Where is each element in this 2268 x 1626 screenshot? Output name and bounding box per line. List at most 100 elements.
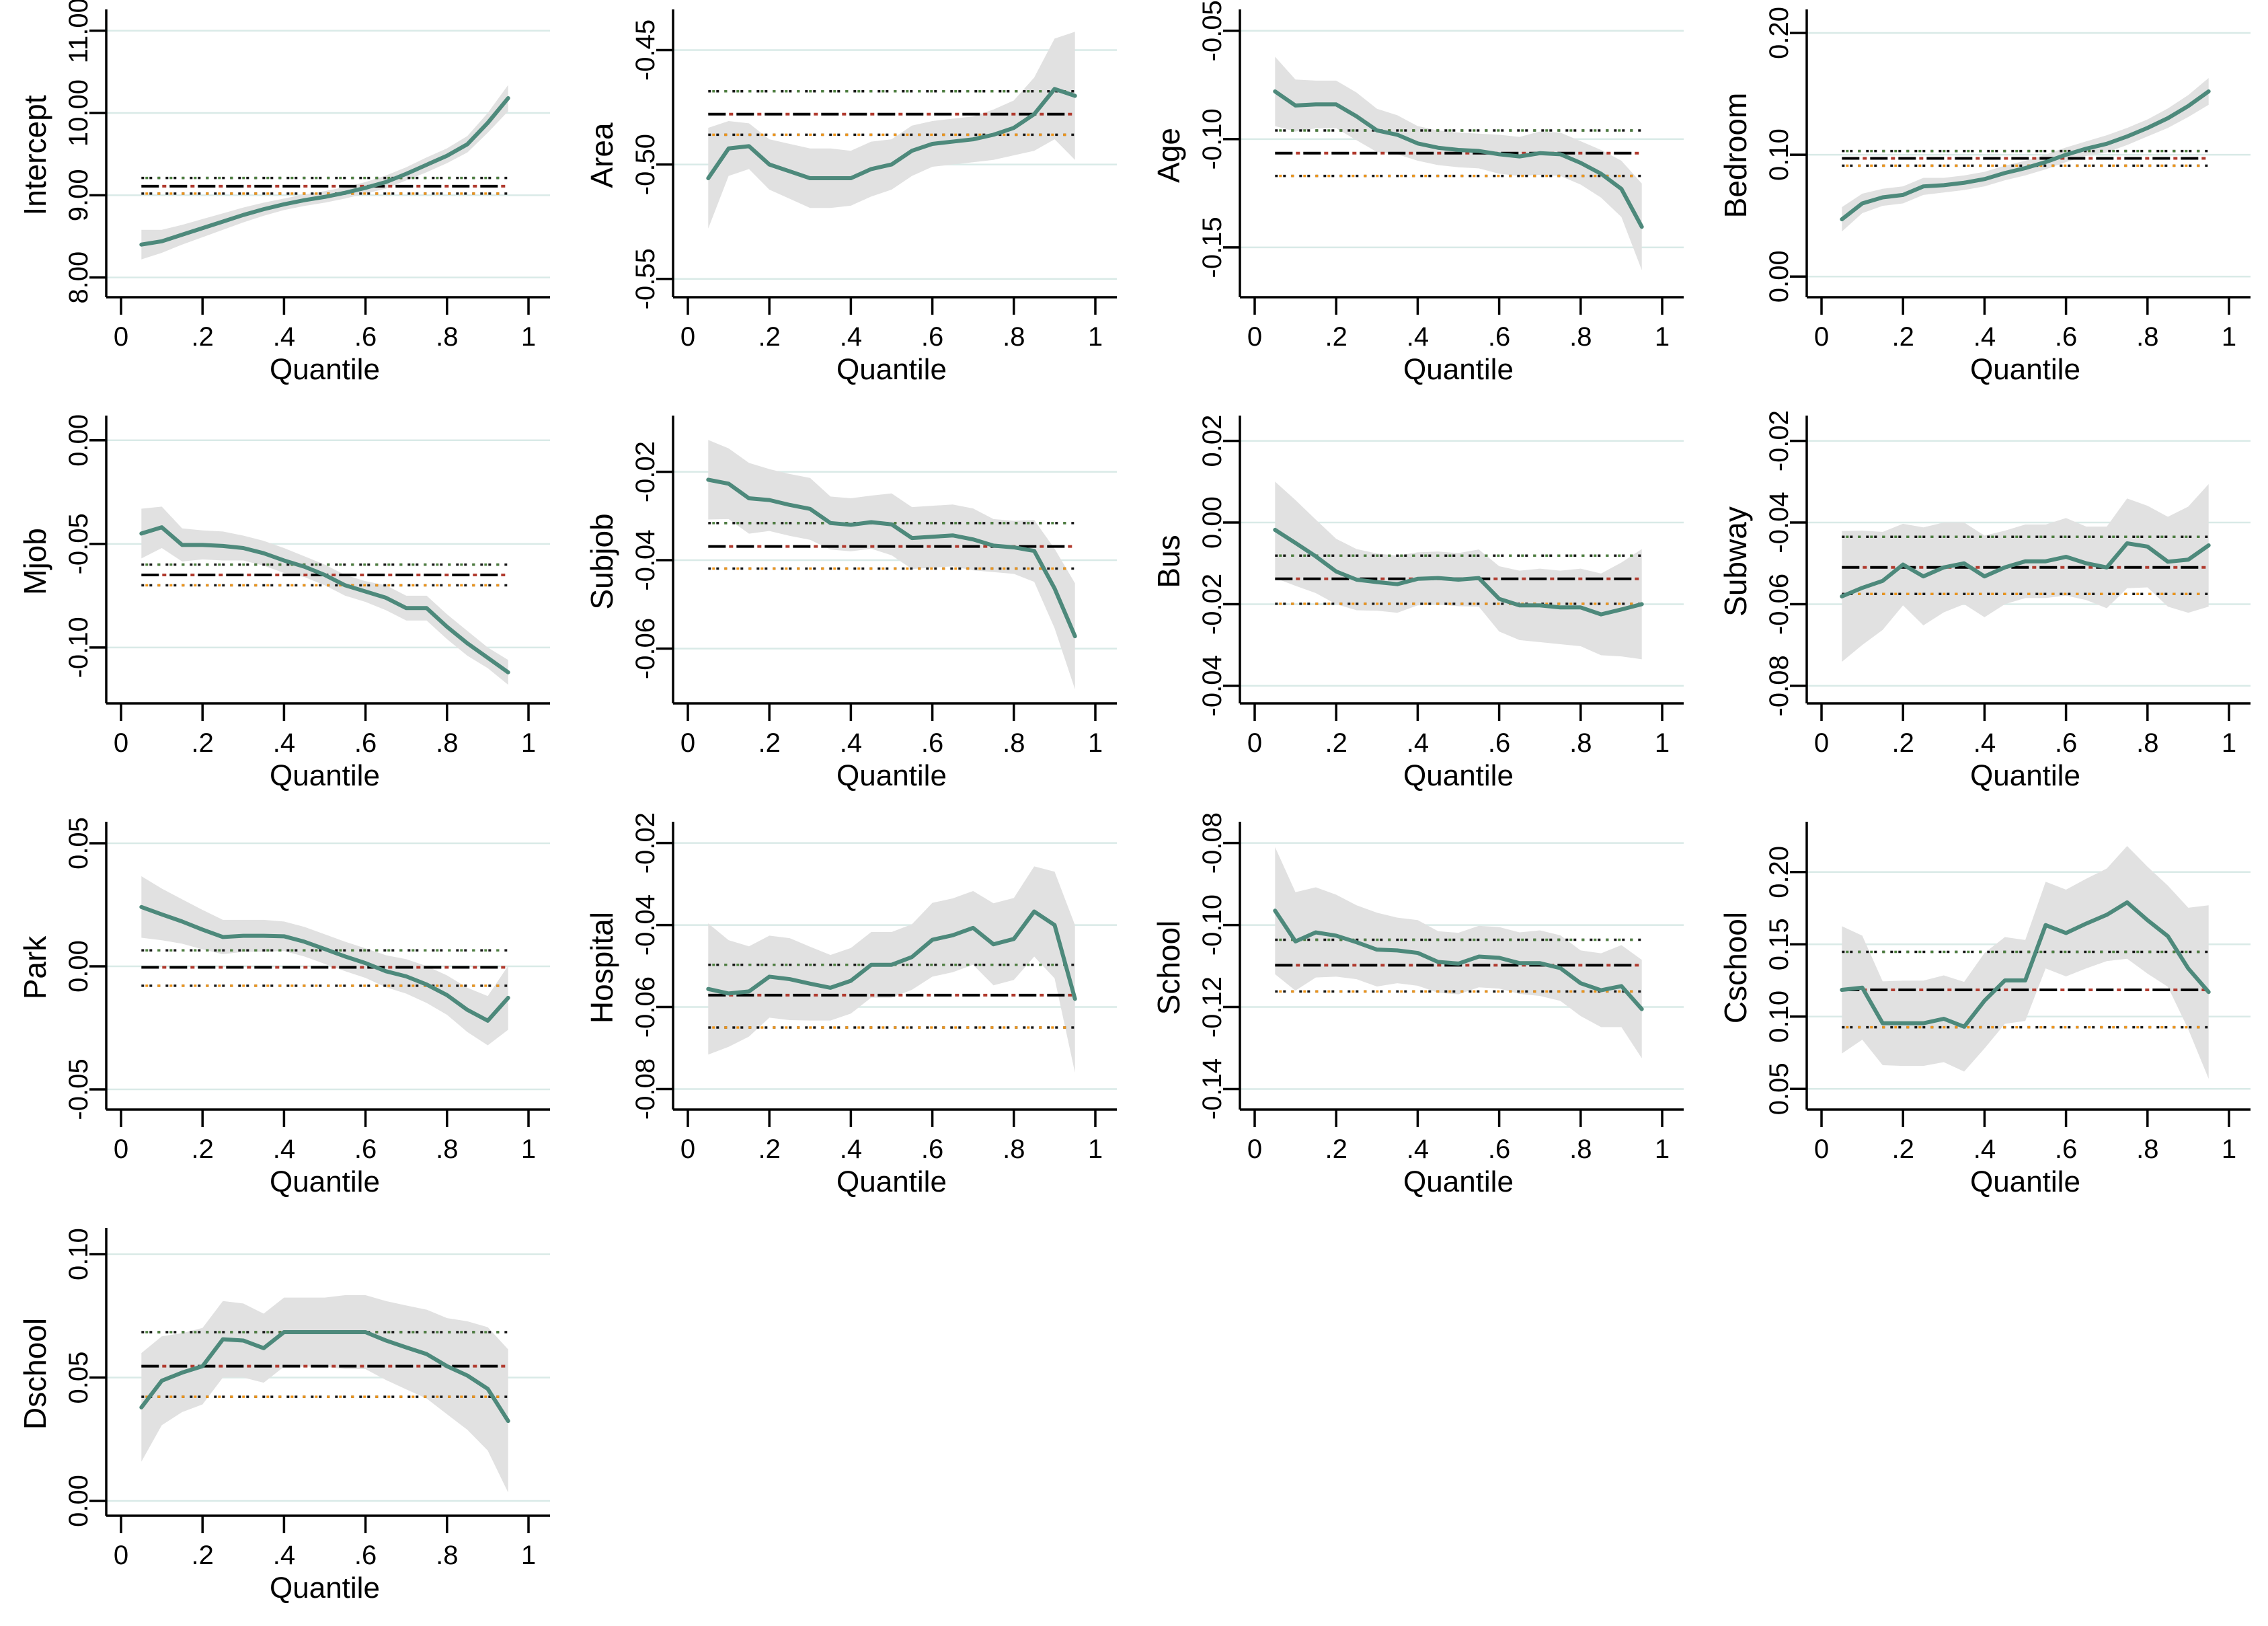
- y-tick-label: 0.20: [1764, 7, 1794, 59]
- x-tick-label: .8: [436, 322, 458, 352]
- y-tick-label: -0.02: [631, 441, 660, 502]
- x-tick-label: .4: [273, 322, 295, 352]
- x-tick-label: .8: [436, 1541, 458, 1570]
- x-tick-label: .2: [758, 728, 781, 758]
- x-axis-title: Quantile: [270, 1572, 380, 1604]
- x-tick-label: .8: [1003, 728, 1025, 758]
- x-tick-label: 1: [1655, 1134, 1670, 1164]
- x-tick-label: .8: [1569, 728, 1592, 758]
- x-axis-title: Quantile: [1970, 353, 2080, 386]
- y-axis-title: Subway: [1718, 506, 1753, 617]
- x-tick-label: .8: [436, 728, 458, 758]
- x-tick-label: .6: [354, 322, 377, 352]
- confidence-band: [141, 85, 508, 260]
- y-tick-label: 0.10: [1764, 128, 1794, 181]
- panel-dschool: 0.10 0.05 0.00 0 .2 .4 .6 .8 1 Dschool Quantile: [17, 1228, 550, 1604]
- x-tick-label: .8: [1003, 1134, 1025, 1164]
- x-tick-label: 0: [680, 1134, 695, 1164]
- confidence-band: [1842, 483, 2209, 662]
- y-axis-title: School: [1151, 921, 1186, 1015]
- y-tick-label: 9.00: [64, 169, 93, 221]
- x-tick-label: 0: [114, 1134, 128, 1164]
- y-tick-label: 0.05: [64, 1352, 93, 1404]
- x-tick-label: .6: [2055, 1134, 2077, 1164]
- confidence-band: [1275, 847, 1642, 1058]
- y-tick-label: 10.00: [64, 79, 93, 147]
- y-tick-label: -0.10: [64, 617, 93, 678]
- coefficient-line: [706, 477, 1077, 639]
- x-tick-label: .6: [921, 1134, 943, 1164]
- y-tick-label: -0.05: [1198, 0, 1227, 61]
- x-axis-title: Quantile: [1403, 1165, 1514, 1198]
- x-tick-label: .8: [2136, 1134, 2158, 1164]
- x-tick-label: 1: [1088, 1134, 1103, 1164]
- coefficient-line: [706, 87, 1077, 181]
- panel-cell-school: -0.08 -0.10 -0.12 -0.14 0 .2 .4 .6 .8 1 School Quan…: [1134, 812, 1700, 1218]
- y-tick-label: 0.00: [64, 1475, 93, 1527]
- x-tick-label: .4: [840, 728, 862, 758]
- panel-cell-cschool: 0.20 0.15 0.10 0.05 0 .2 .4 .6 .8 1 Cschool Quantil…: [1700, 812, 2267, 1218]
- x-tick-label: .8: [1003, 322, 1025, 352]
- y-tick-label: -0.05: [64, 1058, 93, 1120]
- x-tick-label: .4: [1407, 1134, 1429, 1164]
- panel-cell-bus: 0.02 0.00 -0.02 -0.04 0 .2 .4 .6 .8 1 Bus Quantile: [1134, 406, 1700, 812]
- y-tick-label: -0.45: [631, 20, 660, 81]
- panel-cschool: 0.20 0.15 0.10 0.05 0 .2 .4 .6 .8 1 Cschool Quantil…: [1718, 822, 2251, 1198]
- x-tick-label: 1: [2222, 728, 2236, 758]
- panel-cell-subjob: -0.02 -0.04 -0.06 0 .2 .4 .6 .8 1 Subjob Quantile: [567, 406, 1134, 812]
- panel-park: 0.05 0.00 -0.05 0 .2 .4 .6 .8 1 Park Quantile: [17, 817, 550, 1198]
- x-tick-label: .6: [921, 728, 943, 758]
- y-tick-label: -0.06: [631, 976, 660, 1038]
- x-tick-label: 1: [1088, 728, 1103, 758]
- y-tick-label: -0.08: [1764, 655, 1794, 716]
- y-tick-label: 0.00: [1764, 250, 1794, 303]
- y-axis-title: Hospital: [584, 912, 619, 1023]
- panel-subjob: -0.02 -0.04 -0.06 0 .2 .4 .6 .8 1 Subjob Quantile: [584, 416, 1117, 792]
- x-tick-label: 0: [114, 728, 128, 758]
- x-tick-label: .2: [758, 1134, 781, 1164]
- x-tick-label: .8: [1569, 322, 1592, 352]
- y-tick-label: 0.02: [1198, 415, 1227, 467]
- y-tick-label: 0.00: [1198, 496, 1227, 549]
- panel-area: -0.45 -0.50 -0.55 0 .2 .4 .6 .8 1 Area Quantile: [584, 9, 1117, 386]
- x-tick-label: 1: [1655, 728, 1670, 758]
- panel-cell-hospital: -0.02 -0.04 -0.06 -0.08 0 .2 .4 .6 .8 1 Hospital Qu…: [567, 812, 1134, 1218]
- confidence-band: [1275, 481, 1642, 660]
- coefficient-line: [1273, 908, 1644, 1011]
- panel-age: -0.05 -0.10 -0.15 0 .2 .4 .6 .8 1 Age Quantile: [1151, 0, 1684, 386]
- x-tick-label: 1: [521, 728, 536, 758]
- y-axis-title: Bedroom: [1718, 93, 1753, 219]
- x-tick-label: .4: [1407, 322, 1429, 352]
- y-tick-label: -0.12: [1198, 976, 1227, 1038]
- panel-cell-intercept: 8.00 9.00 10.00 11.00 0 .2 .4 .6 .8 1 Intercept Qua…: [0, 0, 567, 406]
- x-tick-label: 0: [1247, 728, 1262, 758]
- y-tick-label: -0.02: [1764, 410, 1794, 471]
- coefficient-line: [139, 525, 510, 674]
- x-tick-label: 0: [680, 728, 695, 758]
- x-axis-title: Quantile: [1403, 353, 1514, 386]
- panel-cell-bedroom: 0.00 0.10 0.20 0 .2 .4 .6 .8 1 Bedroom Quantile: [1700, 0, 2267, 406]
- panel-bus: 0.02 0.00 -0.02 -0.04 0 .2 .4 .6 .8 1 Bus Quantile: [1151, 415, 1684, 792]
- x-tick-label: .6: [1488, 322, 1510, 352]
- x-tick-label: 1: [521, 1541, 536, 1570]
- x-tick-label: .4: [1407, 728, 1429, 758]
- y-tick-label: 0.00: [64, 940, 93, 993]
- x-tick-label: .2: [1892, 322, 1914, 352]
- coefficient-line: [139, 95, 510, 247]
- y-axis-title: Mjob: [17, 528, 52, 595]
- confidence-band: [141, 506, 508, 685]
- x-tick-label: 0: [114, 322, 128, 352]
- x-tick-label: .4: [1973, 728, 1996, 758]
- y-tick-label: 0.00: [64, 414, 93, 467]
- panel-cell-area: -0.45 -0.50 -0.55 0 .2 .4 .6 .8 1 Area Quantile: [567, 0, 1134, 406]
- y-tick-label: 0.15: [1764, 918, 1794, 970]
- x-tick-label: .2: [1892, 1134, 1914, 1164]
- x-tick-label: .8: [1569, 1134, 1592, 1164]
- y-tick-label: -0.04: [1198, 655, 1227, 716]
- x-tick-label: 0: [1814, 1134, 1829, 1164]
- x-tick-label: .8: [436, 1134, 458, 1164]
- y-tick-label: -0.10: [1198, 108, 1227, 169]
- x-tick-label: .6: [354, 1134, 377, 1164]
- y-tick-label: -0.55: [631, 248, 660, 309]
